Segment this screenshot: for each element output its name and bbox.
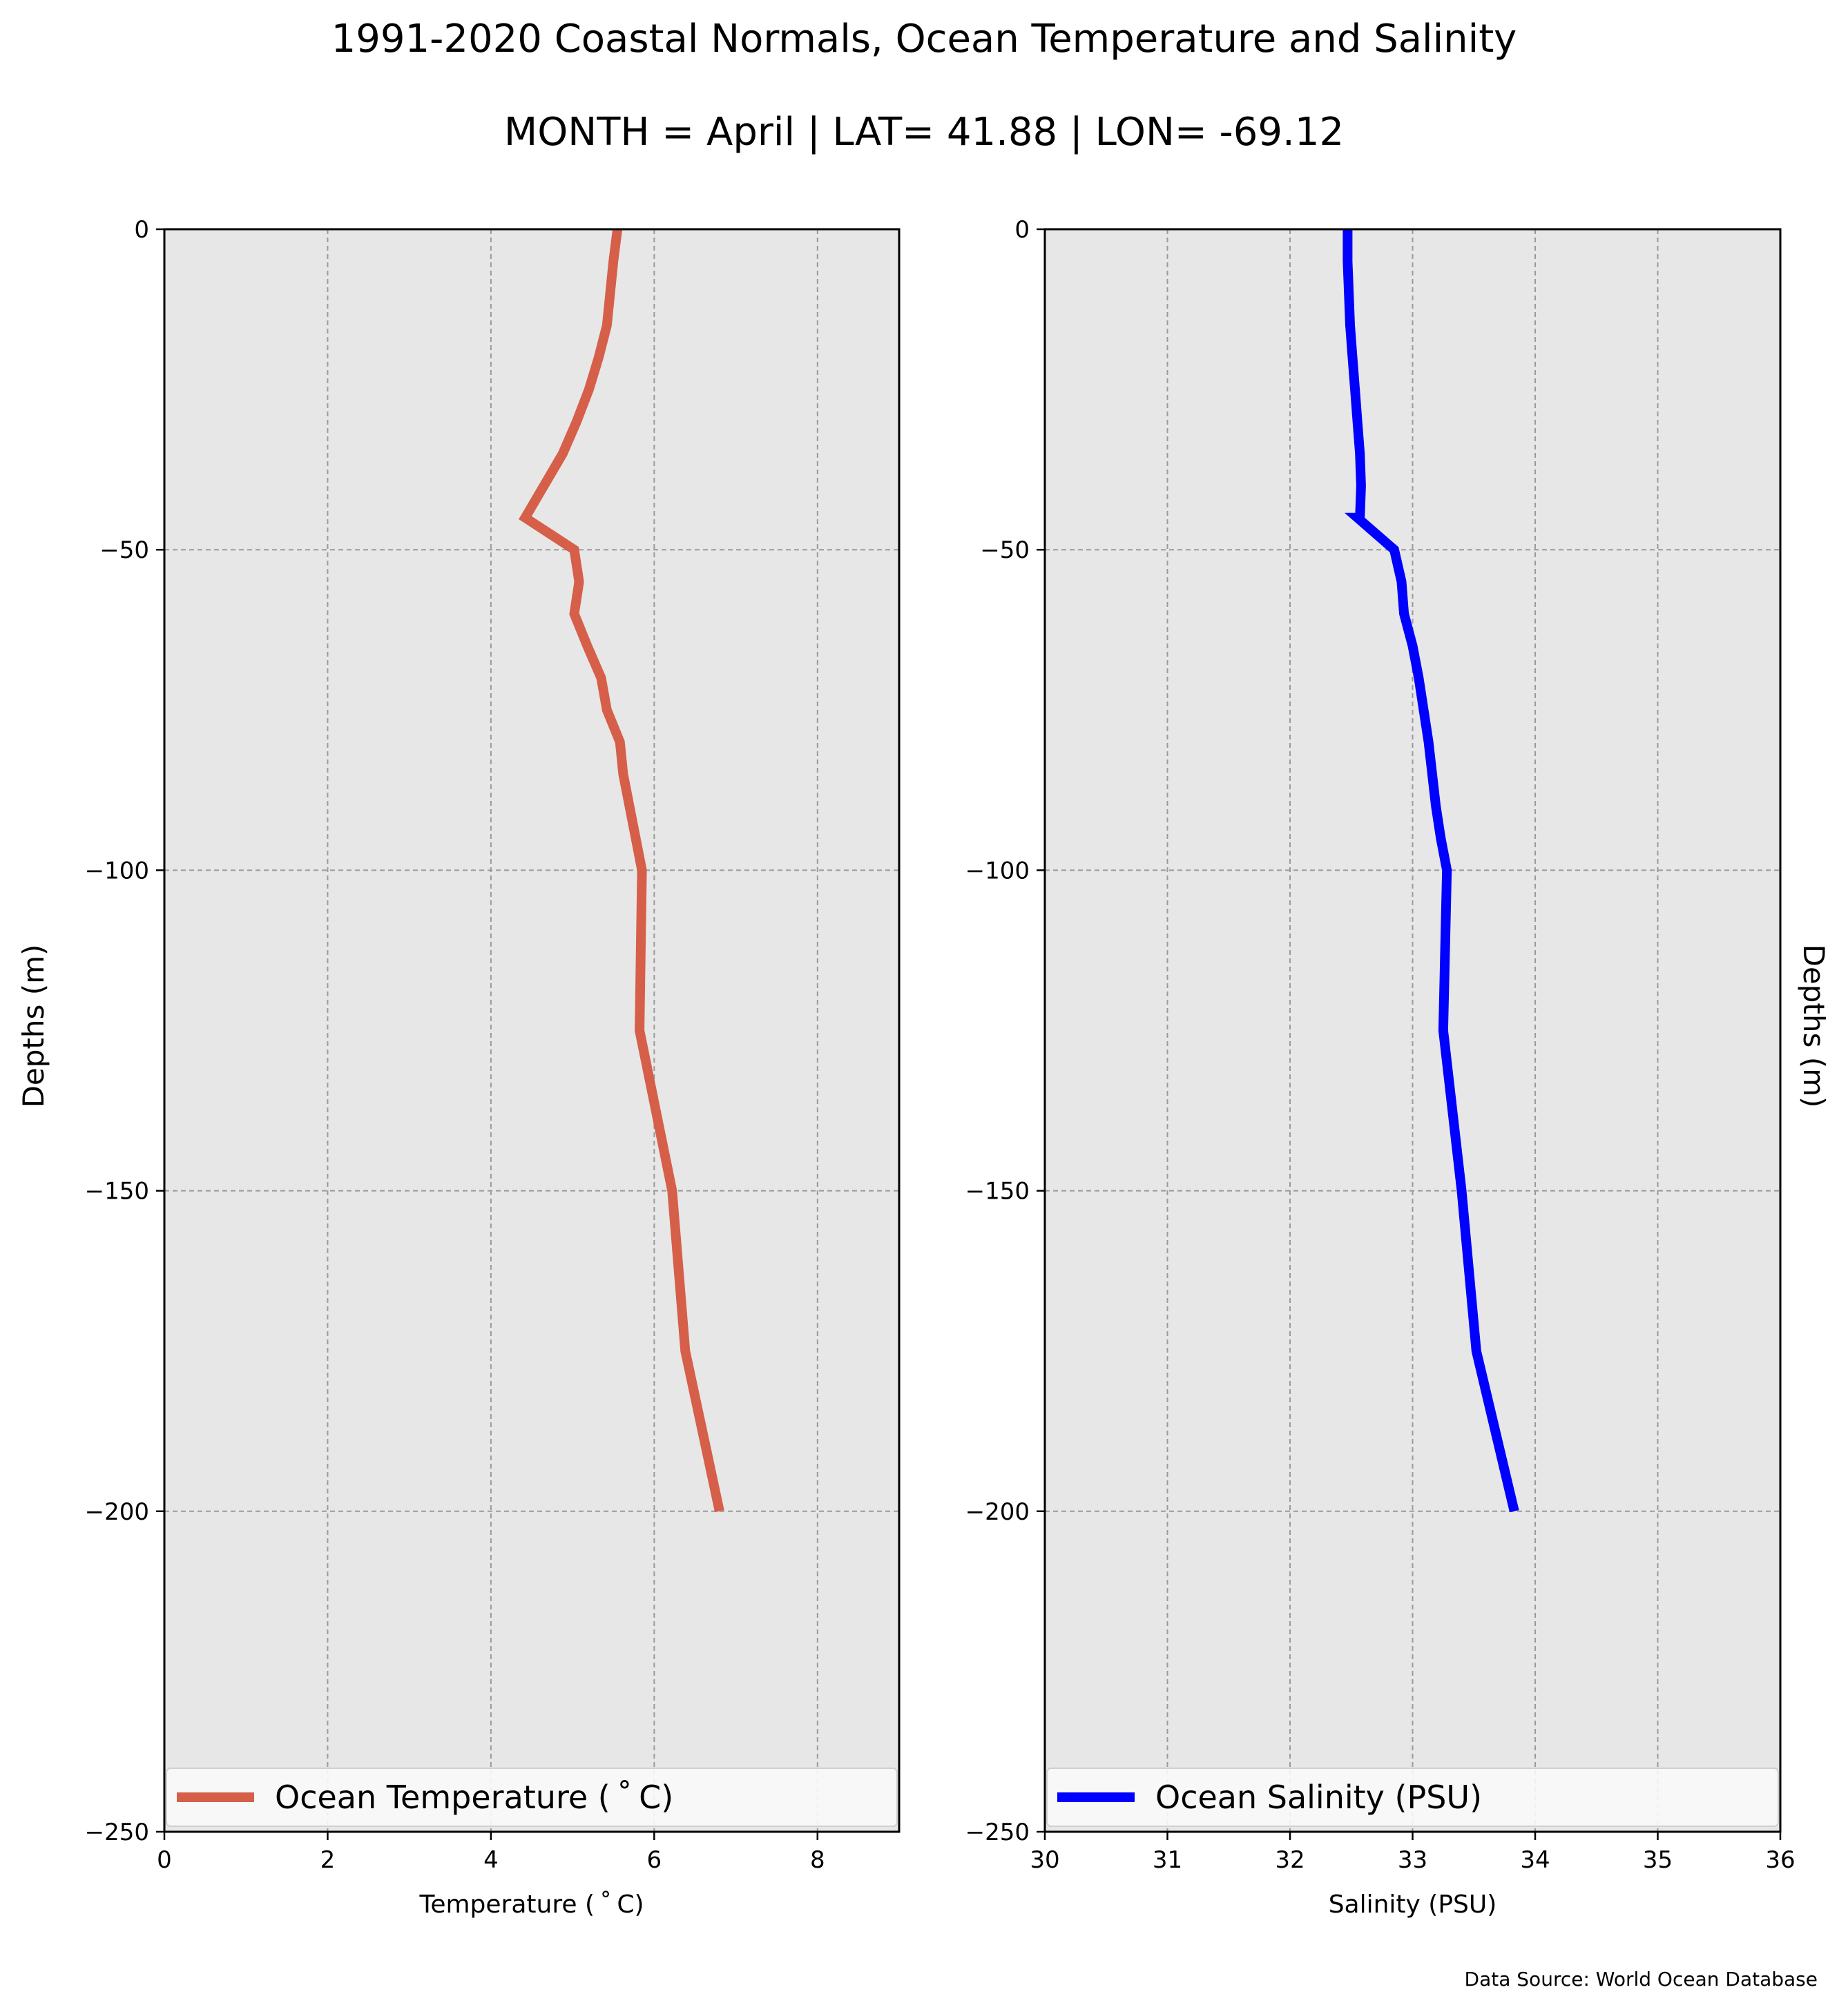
salinity-xtick-label-1: 31	[1153, 1846, 1182, 1874]
temperature-ytick-label-1: −50	[99, 536, 149, 564]
right-y-axis-label: Depths (m)	[1797, 945, 1831, 1108]
salinity-xtick-label-2: 32	[1275, 1846, 1305, 1874]
salinity-ytick-label-4: −200	[965, 1498, 1030, 1526]
salinity-x-axis-label: Salinity (PSU)	[1329, 1890, 1497, 1919]
salinity-xtick-label-0: 30	[1030, 1846, 1059, 1874]
salinity-xtick-label-5: 35	[1643, 1846, 1673, 1874]
temperature-legend-box	[166, 1768, 898, 1827]
chart-subtitle: MONTH = April | LAT= 41.88 | LON= -69.12	[504, 110, 1344, 155]
temperature-ytick-label-5: −250	[85, 1819, 149, 1846]
temperature-xtick-label-3: 6	[647, 1846, 662, 1874]
salinity-xtick-label-6: 36	[1765, 1846, 1795, 1874]
temperature-series-line	[519, 229, 724, 1513]
temperature-plot-area	[164, 229, 899, 1832]
temperature-x-axis-label: Temperature ( ˚ C)	[418, 1890, 644, 1919]
salinity-ytick-label-1: −50	[980, 536, 1030, 564]
left-y-axis-label: Depths (m)	[17, 945, 50, 1108]
salinity-series-line	[1342, 229, 1519, 1513]
temperature-panel: Ocean Temperature ( ˚ C) 0 2 4 6 8 0 −50 −100 −15…	[85, 216, 901, 1919]
salinity-ytick-label-0: 0	[1014, 216, 1030, 244]
temperature-legend-label: Ocean Temperature ( ˚ C)	[275, 1779, 673, 1816]
salinity-ytick-label-5: −250	[965, 1819, 1030, 1846]
salinity-xtick-label-3: 33	[1398, 1846, 1427, 1874]
temperature-ytick-label-3: −150	[85, 1178, 149, 1206]
salinity-ytick-label-3: −150	[965, 1178, 1030, 1206]
temperature-xtick-label-1: 2	[320, 1846, 336, 1874]
salinity-panel: Ocean Salinity (PSU) 30 31 32 33 34 35 36 0 −50 −1…	[965, 216, 1796, 1919]
temperature-xtick-label-0: 0	[157, 1846, 172, 1874]
salinity-xtick-label-4: 34	[1520, 1846, 1550, 1874]
temperature-xtick-label-2: 4	[483, 1846, 499, 1874]
temperature-xtick-label-4: 8	[810, 1846, 825, 1874]
temperature-axes-frame	[163, 228, 901, 1833]
salinity-legend-label: Ocean Salinity (PSU)	[1155, 1779, 1482, 1816]
salinity-legend-box	[1046, 1768, 1779, 1827]
salinity-ytick-label-2: −100	[965, 857, 1030, 884]
temperature-ytick-label-2: −100	[85, 857, 149, 884]
temperature-ytick-label-4: −200	[85, 1498, 149, 1526]
chart-title: 1991-2020 Coastal Normals, Ocean Tempera…	[331, 17, 1517, 61]
temperature-ytick-label-0: 0	[134, 216, 149, 244]
data-source-note: Data Source: World Ocean Database	[1465, 1968, 1818, 1991]
